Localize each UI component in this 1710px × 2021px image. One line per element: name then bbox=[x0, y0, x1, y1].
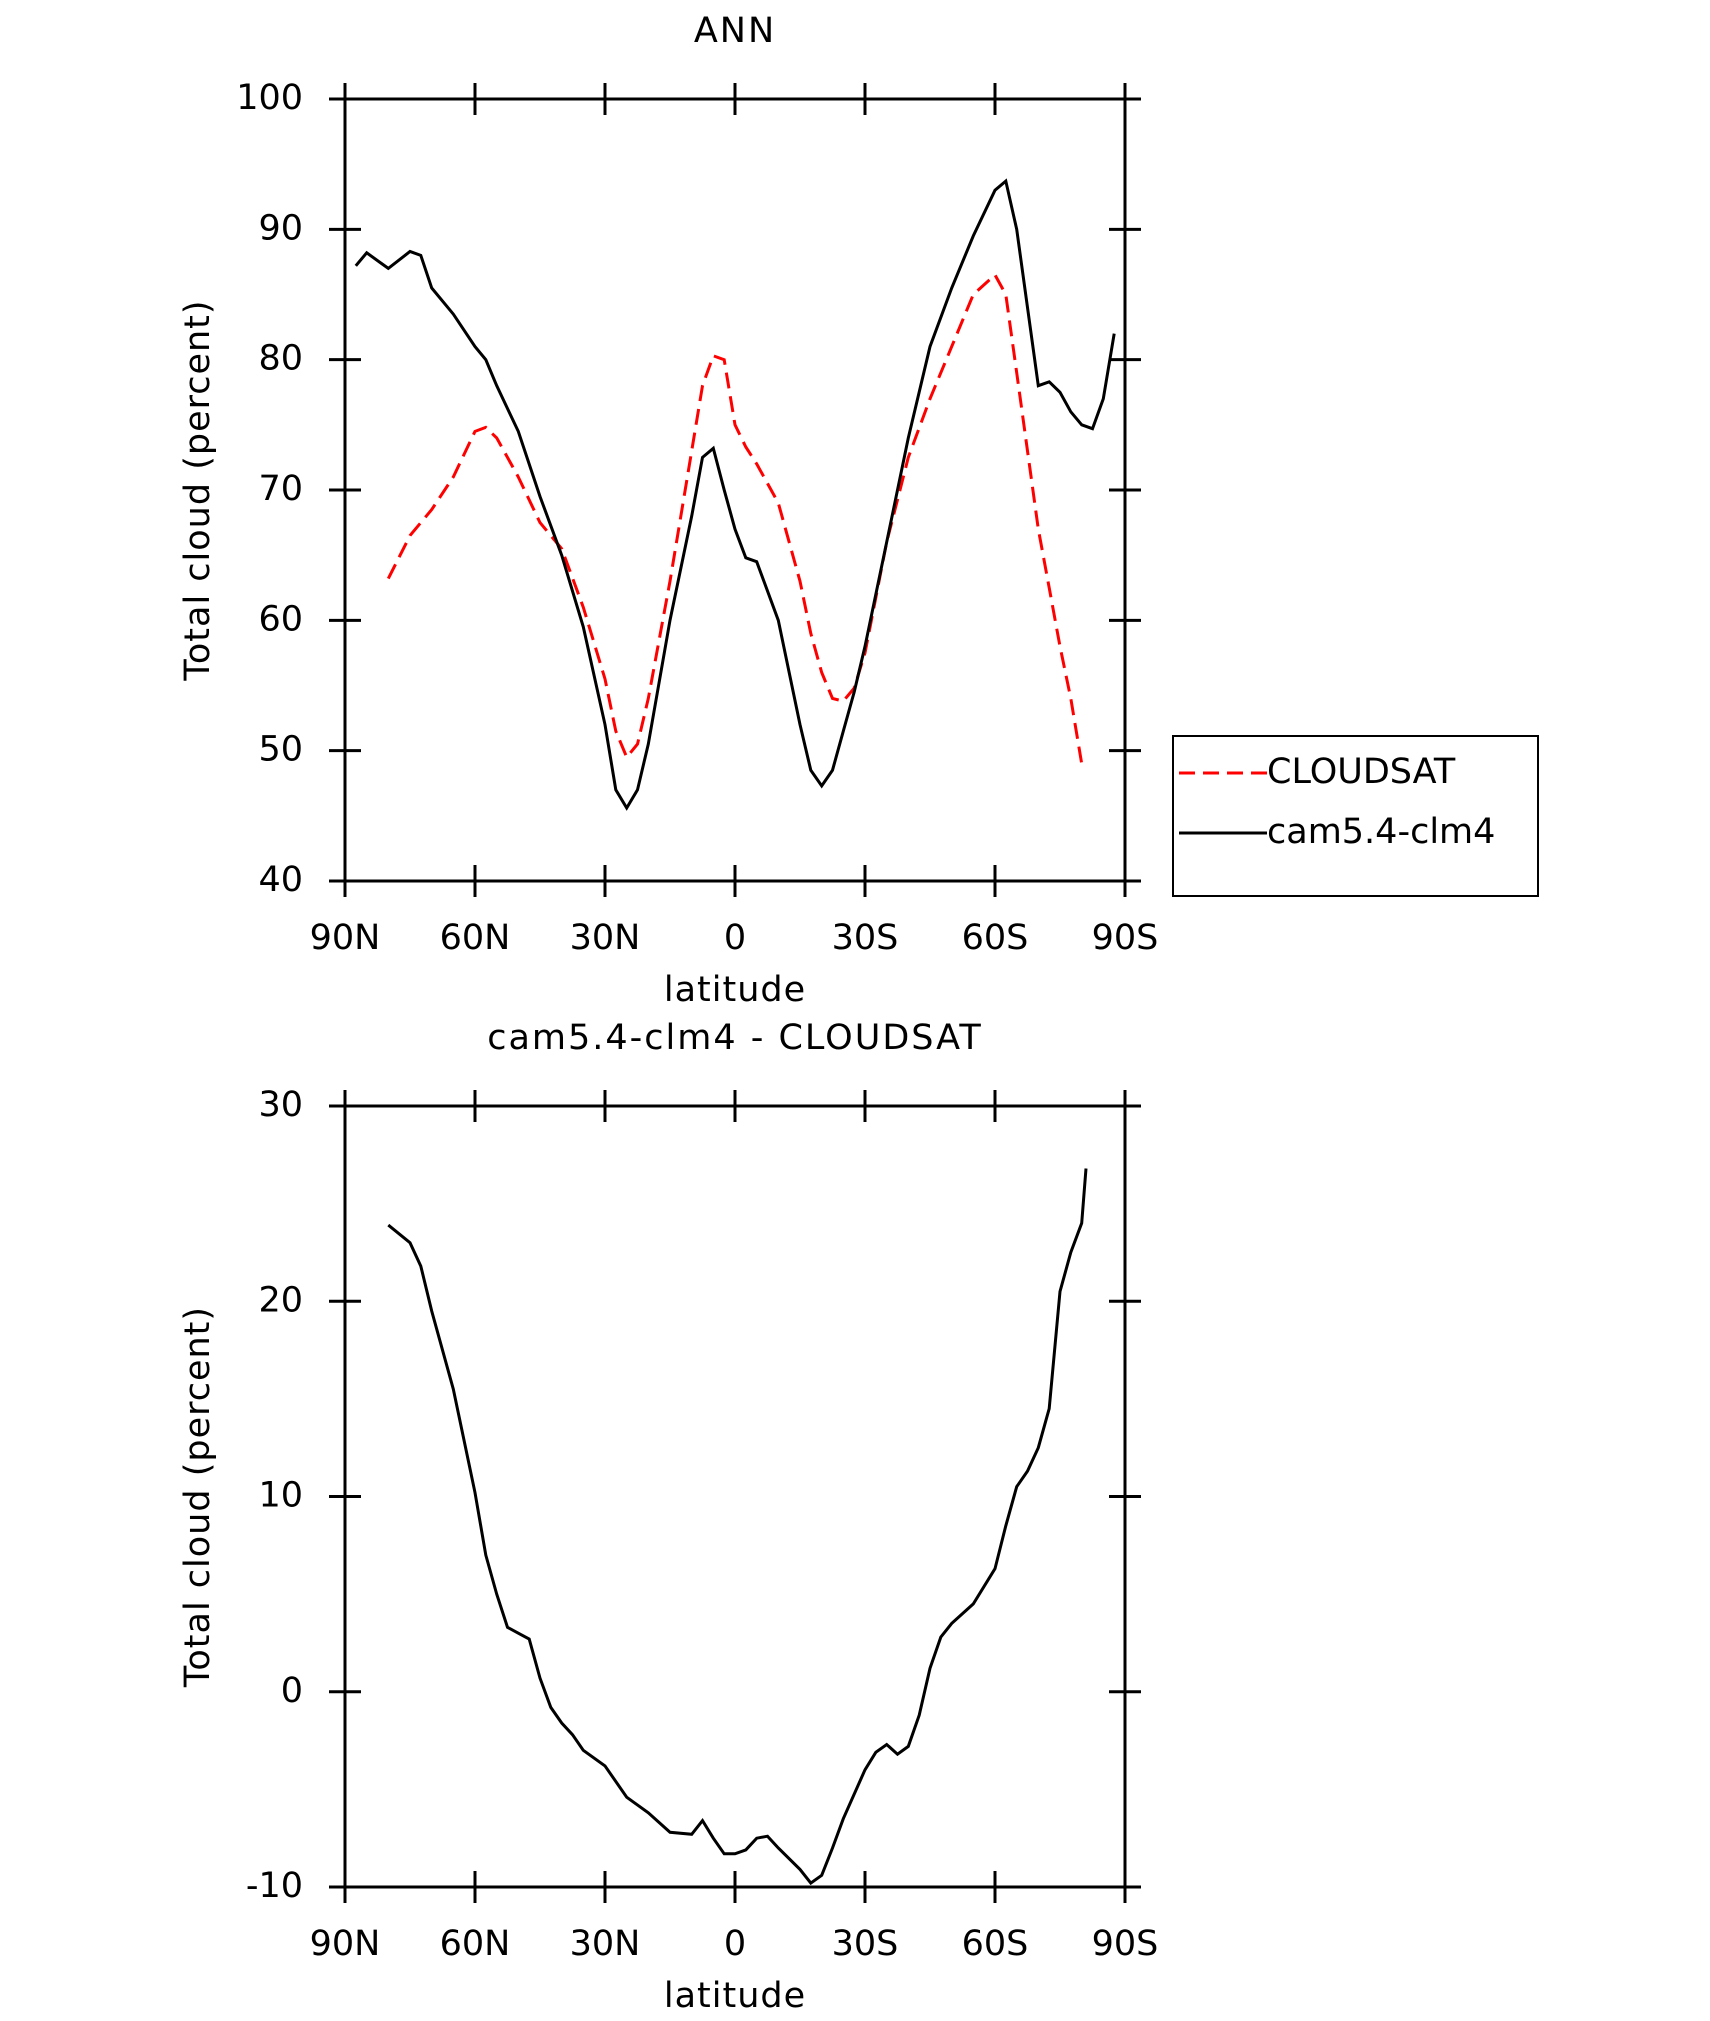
y-tick-label: 30 bbox=[258, 1085, 303, 1125]
x-tick-label: 30N bbox=[570, 1924, 641, 1964]
plot-frame bbox=[343, 97, 1127, 883]
x-tick-label: 60S bbox=[962, 1924, 1029, 1964]
y-axis-label: Total cloud (percent) bbox=[178, 299, 218, 681]
x-tick-label: 30S bbox=[832, 1924, 899, 1964]
x-tick-label: 0 bbox=[724, 1924, 746, 1964]
y-tick-label: 60 bbox=[258, 599, 303, 639]
y-tick-label: 20 bbox=[258, 1280, 303, 1320]
legend-label: cam5.4-clm4 bbox=[1267, 812, 1495, 852]
y-tick-label: 80 bbox=[258, 339, 303, 379]
x-axis-label: latitude bbox=[664, 1976, 806, 2016]
x-tick-label: 60N bbox=[440, 1924, 511, 1964]
panel: ANN latitude Total cloud (percent) 40 50 60 70… bbox=[178, 11, 1539, 1010]
chart-title: ANN bbox=[694, 11, 776, 51]
data-line bbox=[387, 1168, 1088, 1886]
legend-label: CLOUDSAT bbox=[1267, 752, 1456, 792]
legend-box bbox=[1172, 735, 1539, 897]
data-line bbox=[386, 272, 1084, 764]
data-line bbox=[354, 178, 1116, 811]
x-tick-label: 90S bbox=[1092, 1924, 1159, 1964]
y-tick-label: 0 bbox=[281, 1671, 303, 1711]
panel: cam5.4-clm4 - CLOUDSAT latitude Total clou… bbox=[178, 1018, 1158, 2016]
x-tick-label: 30N bbox=[570, 918, 641, 958]
x-tick-label: 0 bbox=[724, 918, 746, 958]
x-axis-label: latitude bbox=[664, 970, 806, 1010]
y-tick-label: 100 bbox=[236, 78, 303, 118]
y-tick-label: 50 bbox=[258, 730, 303, 770]
y-tick-label: 40 bbox=[258, 860, 303, 900]
x-tick-label: 90N bbox=[310, 1924, 381, 1964]
x-tick-label: 30S bbox=[832, 918, 899, 958]
x-tick-label: 90S bbox=[1092, 918, 1159, 958]
x-tick-label: 60S bbox=[962, 918, 1029, 958]
y-tick-label: 70 bbox=[258, 469, 303, 509]
y-tick-label: 10 bbox=[258, 1476, 303, 1516]
x-tick-label: 90N bbox=[310, 918, 381, 958]
x-tick-label: 60N bbox=[440, 918, 511, 958]
legend: CLOUDSAT cam5.4-clm4 bbox=[1172, 735, 1539, 897]
y-axis-label: Total cloud (percent) bbox=[178, 1306, 218, 1688]
y-tick-label: -10 bbox=[246, 1866, 303, 1906]
chart-title: cam5.4-clm4 - CLOUDSAT bbox=[487, 1018, 983, 1058]
plot-frame bbox=[343, 1104, 1127, 1889]
y-tick-label: 90 bbox=[258, 208, 303, 248]
